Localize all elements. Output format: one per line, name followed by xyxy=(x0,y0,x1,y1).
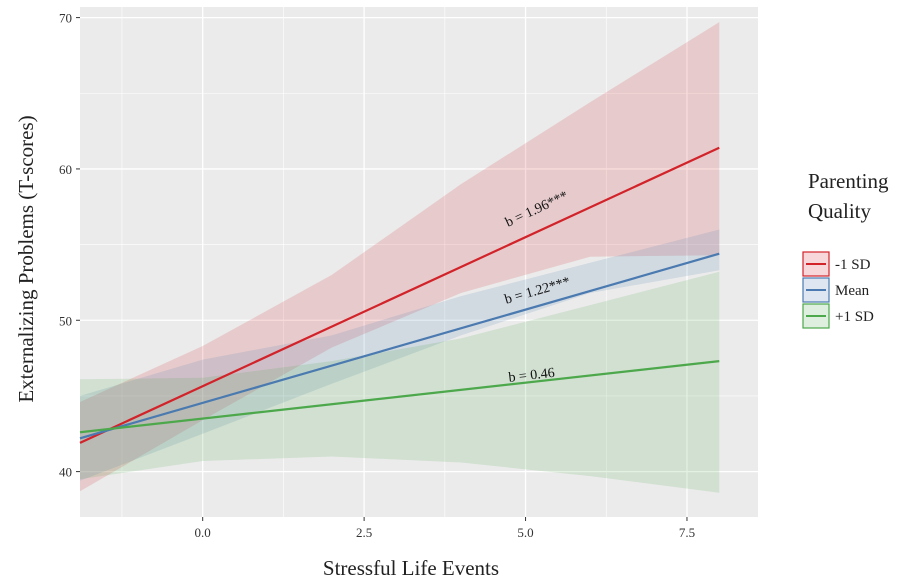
legend-label: -1 SD xyxy=(835,257,871,273)
x-tick-label: 7.5 xyxy=(679,525,695,540)
y-tick-label: 40 xyxy=(59,465,72,480)
regression-line xyxy=(79,146,720,444)
regression-line xyxy=(79,360,720,434)
x-tick-label: 5.0 xyxy=(517,525,533,540)
x-tick-label: 2.5 xyxy=(356,525,372,540)
legend-label: +1 SD xyxy=(835,309,874,325)
legend-label: Mean xyxy=(835,283,870,299)
confidence-band xyxy=(80,271,720,493)
regression-lines xyxy=(79,146,720,444)
confidence-band xyxy=(80,22,720,492)
legend-title-line1: Parenting xyxy=(808,169,889,193)
y-axis-title: Externalizing Problems (T-scores) xyxy=(14,115,38,402)
regression-line xyxy=(79,252,720,440)
confidence-band xyxy=(80,229,720,481)
slope-annotation: b = 0.46 xyxy=(508,366,556,386)
y-tick-label: 70 xyxy=(59,11,72,26)
y-tick-label: 50 xyxy=(59,313,72,328)
y-axis-ticks: 40 50 60 70 xyxy=(59,11,80,480)
minor-gridlines xyxy=(80,7,758,517)
plot-panel xyxy=(80,7,758,517)
legend-title-line2: Quality xyxy=(808,199,871,223)
x-axis-title: Stressful Life Events xyxy=(323,556,499,580)
legend-keys: -1 SD Mean +1 SD xyxy=(802,251,874,329)
x-tick-label: 0.0 xyxy=(195,525,211,540)
legend: Parenting Quality -1 SD Mean +1 SD xyxy=(802,169,889,329)
y-tick-label: 60 xyxy=(59,162,72,177)
confidence-bands xyxy=(80,22,720,493)
x-axis-ticks: 0.0 2.5 5.0 7.5 xyxy=(195,517,695,540)
